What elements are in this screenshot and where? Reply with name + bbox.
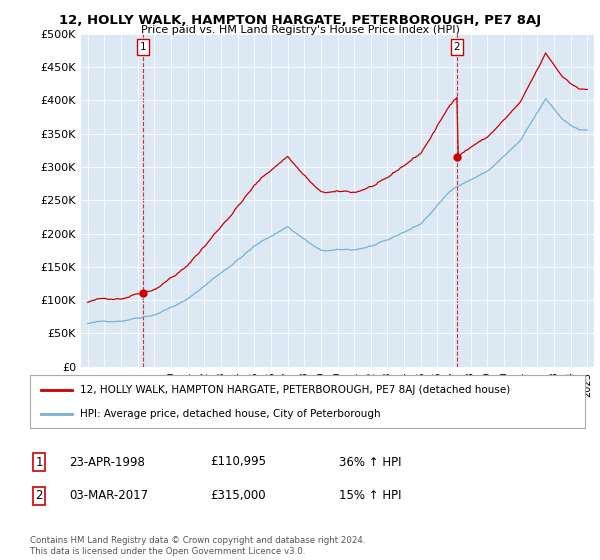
Text: £110,995: £110,995: [210, 455, 266, 469]
Text: 12, HOLLY WALK, HAMPTON HARGATE, PETERBOROUGH, PE7 8AJ (detached house): 12, HOLLY WALK, HAMPTON HARGATE, PETERBO…: [80, 385, 510, 395]
Text: £315,000: £315,000: [210, 489, 266, 502]
Text: Price paid vs. HM Land Registry's House Price Index (HPI): Price paid vs. HM Land Registry's House …: [140, 25, 460, 35]
Text: 15% ↑ HPI: 15% ↑ HPI: [339, 489, 401, 502]
Text: 1: 1: [139, 42, 146, 52]
Text: Contains HM Land Registry data © Crown copyright and database right 2024.
This d: Contains HM Land Registry data © Crown c…: [30, 536, 365, 556]
Text: 2: 2: [454, 42, 460, 52]
Text: 23-APR-1998: 23-APR-1998: [69, 455, 145, 469]
Text: 03-MAR-2017: 03-MAR-2017: [69, 489, 148, 502]
Text: 12, HOLLY WALK, HAMPTON HARGATE, PETERBOROUGH, PE7 8AJ: 12, HOLLY WALK, HAMPTON HARGATE, PETERBO…: [59, 14, 541, 27]
Text: 36% ↑ HPI: 36% ↑ HPI: [339, 455, 401, 469]
Text: 1: 1: [35, 455, 43, 469]
Text: 2: 2: [35, 489, 43, 502]
Text: HPI: Average price, detached house, City of Peterborough: HPI: Average price, detached house, City…: [80, 409, 380, 419]
